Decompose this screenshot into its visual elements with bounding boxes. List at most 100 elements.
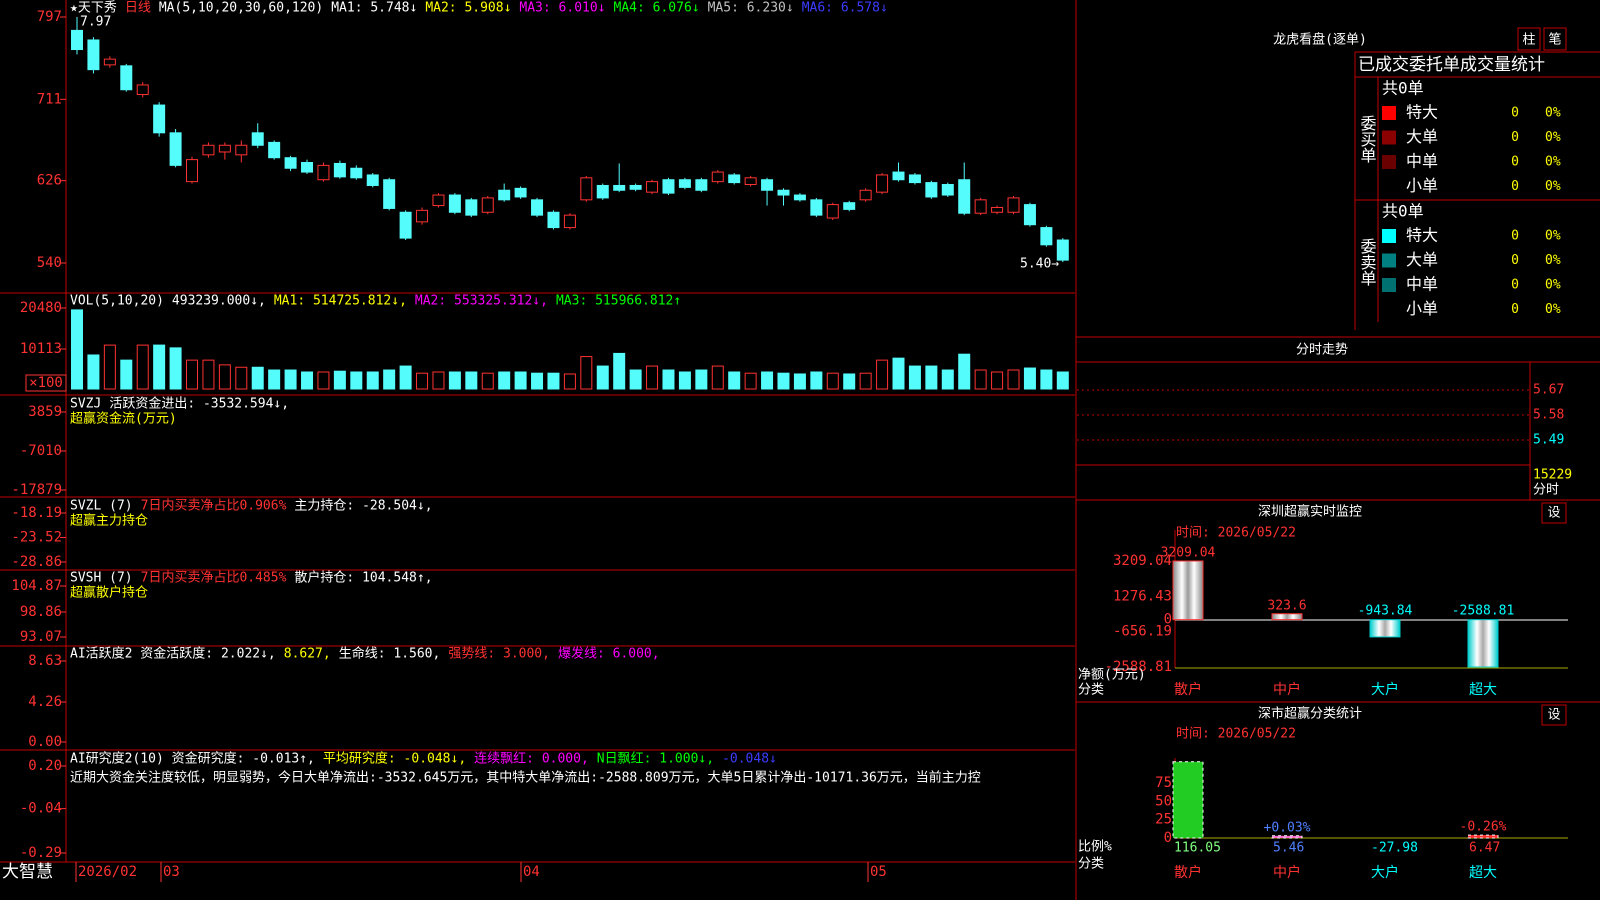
y-tick-label: 50: [1155, 793, 1172, 809]
volume-bar: [153, 344, 166, 390]
volume-bar: [218, 364, 231, 390]
candle-body: [71, 29, 83, 51]
y-tick-label: -7010: [20, 443, 62, 459]
volume-bar: [695, 369, 708, 390]
candle-body: [218, 144, 231, 153]
color-swatch: [1382, 253, 1396, 268]
settings-button[interactable]: 设: [1547, 708, 1560, 723]
volume-bar: [284, 369, 297, 390]
y-tick-label: -2588.81: [1105, 659, 1172, 675]
candle-body: [235, 144, 248, 156]
y-tick-label: 4.26: [28, 694, 62, 710]
indicator-label: 生命线: 1.560,: [339, 646, 441, 662]
row-name: 小单: [1406, 176, 1438, 195]
y-tick-label: 540: [37, 255, 62, 271]
candle-body: [892, 171, 905, 181]
toggle-button[interactable]: 柱: [1522, 33, 1535, 48]
axis-label: 比例%: [1078, 840, 1112, 855]
candle-body: [465, 199, 478, 216]
candle-body: [876, 174, 889, 193]
candle-body: [87, 39, 100, 71]
indicator-label: SVZJ: [70, 397, 101, 412]
candle-body: [498, 189, 511, 201]
y-tick-label: 93.07: [20, 629, 62, 645]
candle-body: [333, 162, 346, 178]
indicator-label: 连续飘红: 0.000,: [474, 751, 589, 767]
y-tick-label: -17879: [11, 482, 62, 498]
candle-body: [925, 182, 938, 198]
indicator-label: MA1: 514725.812↓,: [274, 294, 407, 309]
indicator-label: SVZL (7): [70, 499, 133, 514]
candle-body: [826, 204, 839, 219]
y-tick-label: 8.63: [28, 653, 62, 669]
candle-body: [711, 171, 724, 183]
total-label: -27.98: [1371, 841, 1418, 856]
volume-bar: [793, 373, 806, 390]
row-name: 特大: [1406, 103, 1438, 122]
y-tick-label: -28.86: [11, 554, 62, 570]
date-label: 2026/02: [78, 864, 137, 880]
candle-body: [1007, 197, 1020, 213]
axis-label: 净额(万元): [1078, 668, 1146, 683]
volume-bar: [876, 359, 889, 390]
unit-label: ×100: [29, 375, 63, 391]
volume-bar: [728, 371, 741, 390]
indicator-label: 强势线: 3.000,: [448, 646, 550, 662]
y-tick-label: 3209.04: [1113, 553, 1172, 569]
volume-unit: 分时: [1533, 483, 1559, 498]
row-pct: 0%: [1545, 130, 1561, 145]
volume-bar: [629, 369, 642, 390]
volume-bar: [202, 359, 215, 390]
row-count: 0: [1511, 179, 1519, 194]
candle-body: [317, 164, 330, 181]
candle-body: [284, 157, 297, 169]
candle-body: [859, 189, 872, 201]
volume-bar: [71, 309, 83, 390]
y-tick-label: 5.67: [1533, 383, 1564, 398]
indicator-label: MA6: 6.578↓: [802, 1, 888, 16]
pct-label: +0.03%: [1264, 820, 1311, 835]
volume-bar: [251, 366, 264, 390]
toggle-button[interactable]: 笔: [1548, 32, 1561, 48]
bar: [1172, 560, 1204, 621]
app-name: 大智慧: [2, 862, 53, 882]
order-total: 共0单: [1382, 79, 1424, 98]
category-label: 大户: [1371, 864, 1399, 881]
y-tick-label: 0: [1164, 830, 1172, 846]
indicator-label: 日线: [125, 1, 151, 16]
indicator-label: ★天下秀: [70, 1, 117, 16]
y-tick-label: -0.04: [20, 801, 62, 817]
date-label: 04: [523, 864, 540, 880]
volume-bar: [908, 365, 921, 390]
high-note: 7.97: [80, 15, 111, 30]
indicator-label: 8.627,: [284, 647, 331, 662]
volume-bar: [169, 347, 182, 390]
candle-body: [153, 104, 166, 134]
bar: [1271, 835, 1303, 839]
volume-bar: [416, 372, 429, 390]
candle-body: [563, 214, 576, 229]
row-count: 0: [1511, 130, 1519, 145]
color-swatch: [1382, 130, 1396, 145]
candle-body: [908, 174, 921, 184]
y-tick-label: -0.29: [20, 845, 62, 861]
candle-body: [991, 206, 1004, 213]
settings-button[interactable]: 设: [1547, 506, 1560, 521]
candle-body: [843, 202, 856, 210]
indicator-label: AI研究度2(10) 资金研究度: -0.013↑,: [70, 751, 315, 767]
panel-title: 深圳超赢实时监控: [1258, 504, 1362, 520]
volume-bar: [1056, 371, 1069, 390]
category-label: 散户: [1174, 681, 1202, 698]
candle-body: [728, 174, 741, 184]
volume-bar: [514, 371, 527, 390]
candle-body: [1056, 239, 1069, 261]
color-swatch: [1382, 106, 1396, 120]
indicator-label: AI活跃度2 资金活跃度: 2.022↓,: [70, 646, 276, 662]
y-tick-label: -18.19: [11, 505, 62, 521]
volume-bar: [613, 352, 626, 390]
date-label: 05: [870, 864, 887, 880]
volume-bar: [580, 356, 593, 390]
volume-bar: [810, 371, 823, 390]
